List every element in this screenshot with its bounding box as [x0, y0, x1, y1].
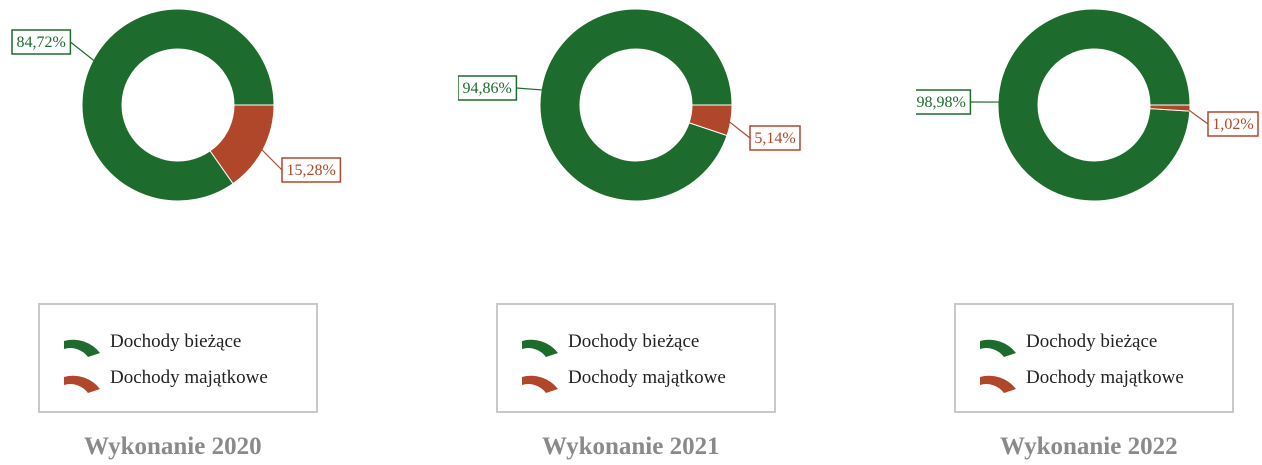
- legend-2020: Dochody bieżące Dochody majątkowe: [38, 303, 318, 413]
- legend-entry-current: Dochody bieżące: [978, 327, 1157, 357]
- data-label-box-capital: [281, 157, 342, 183]
- data-label-capital: 15,28%: [287, 162, 336, 179]
- legend-label-current: Dochody bieżące: [110, 331, 242, 352]
- legend-label-current: Dochody bieżące: [568, 331, 700, 352]
- data-label-box-capital: [749, 125, 801, 151]
- chart-panel-2020: 84,72% 15,28% Dochody bieżące Dochody maj…: [0, 0, 420, 465]
- legend-label-capital: Dochody majątkowe: [110, 367, 268, 388]
- data-label-box-current: [458, 75, 518, 101]
- data-label-capital: 1,02%: [1212, 116, 1253, 133]
- chart-panel-2021: 94,86% 5,14% Dochody bieżące Dochody mają…: [458, 0, 878, 465]
- legend-entry-capital: Dochody majątkowe: [520, 363, 726, 393]
- legend-entry-current: Dochody bieżące: [520, 327, 699, 357]
- leader-line-capital: [259, 147, 283, 171]
- donut-chart-2022: 98,98% 1,02%: [916, 8, 1259, 202]
- leader-line-capital: [726, 119, 751, 139]
- data-label-box-current: [916, 89, 972, 115]
- legend-label-capital: Dochody majątkowe: [568, 367, 726, 388]
- leader-line-current: [70, 41, 97, 63]
- legend-label-current: Dochody bieżące: [1026, 331, 1158, 352]
- data-label-capital: 5,14%: [754, 130, 795, 147]
- legend-swatch-current-icon: [980, 339, 1016, 357]
- legend-swatch-capital-icon: [522, 375, 558, 393]
- legend-swatch-current-icon: [64, 339, 100, 357]
- legend-2022: Dochody bieżące Dochody majątkowe: [954, 303, 1234, 413]
- slice-current-2021: [539, 8, 733, 202]
- data-label-box-capital: [1207, 111, 1259, 137]
- leader-line-capital: [1185, 107, 1209, 125]
- chart-title-2022: Wykonanie 2022: [1000, 433, 1178, 460]
- data-label-box-current: [11, 29, 72, 55]
- leader-line-current: [516, 87, 546, 91]
- slice-capital-2021: [688, 104, 733, 137]
- donut-chart-2021: 94,86% 5,14%: [458, 8, 801, 202]
- data-label-current: 94,86%: [463, 80, 512, 97]
- slice-capital-2020: [209, 104, 275, 185]
- slice-current-2020: [81, 8, 275, 202]
- legend-entry-current: Dochody bieżące: [62, 327, 241, 357]
- legend-entry-capital: Dochody majątkowe: [62, 363, 268, 393]
- legend-swatch-capital-icon: [64, 375, 100, 393]
- legend-2021: Dochody bieżące Dochody majątkowe: [496, 303, 776, 413]
- legend-entry-capital: Dochody majątkowe: [978, 363, 1184, 393]
- chart-title-2021: Wykonanie 2021: [542, 433, 720, 460]
- slice-capital-2022: [1149, 104, 1191, 112]
- data-label-current: 98,98%: [917, 94, 966, 111]
- chart-panel-2022: 98,98% 1,02% Dochody bieżące Dochody mają…: [916, 0, 1262, 465]
- legend-label-capital: Dochody majątkowe: [1026, 367, 1184, 388]
- chart-title-2020: Wykonanie 2020: [84, 433, 262, 460]
- donut-chart-2020: 84,72% 15,28%: [11, 8, 342, 202]
- slice-current-2022: [997, 8, 1191, 202]
- legend-swatch-current-icon: [522, 339, 558, 357]
- legend-swatch-capital-icon: [980, 375, 1016, 393]
- data-label-current: 84,72%: [17, 34, 66, 51]
